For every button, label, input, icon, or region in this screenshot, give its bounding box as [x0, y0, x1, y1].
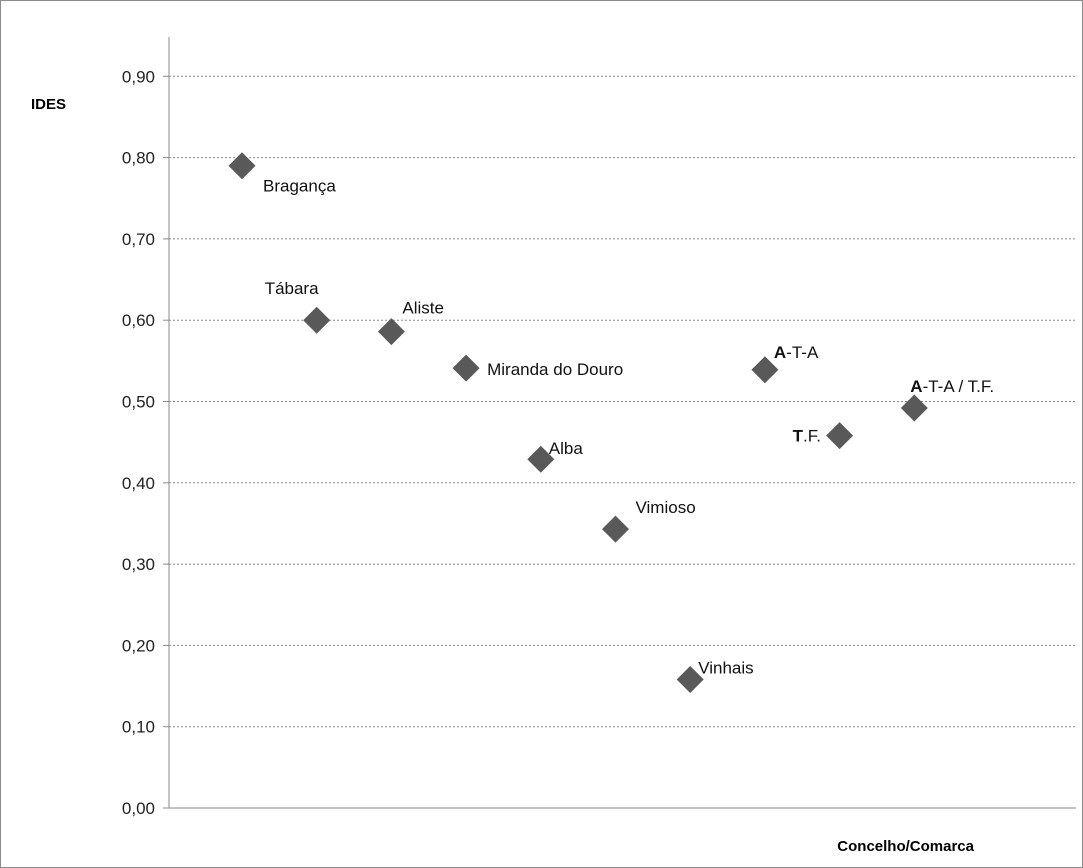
- y-tick-label: 0,80: [122, 149, 155, 168]
- data-point-label: A-T-A: [774, 343, 819, 362]
- data-point-label: Aliste: [402, 299, 444, 318]
- data-point-label: Vinhais: [698, 659, 753, 678]
- data-point-label: T.F.: [793, 427, 821, 446]
- y-tick-label: 0,60: [122, 311, 155, 330]
- x-axis-title: Concelho/Comarca: [837, 838, 974, 855]
- data-point-marker: [527, 445, 555, 473]
- data-point-label: Alba: [549, 439, 584, 458]
- y-tick-label: 0,90: [122, 67, 155, 86]
- data-point-marker: [452, 354, 480, 382]
- data-point-marker: [826, 422, 854, 450]
- y-tick-label: 0,30: [122, 555, 155, 574]
- data-point-label: Miranda do Douro: [487, 360, 623, 379]
- data-point-label: A-T-A / T.F.: [910, 377, 994, 396]
- data-point-label: Vimioso: [636, 498, 696, 517]
- data-point-label: Bragança: [263, 177, 336, 196]
- y-tick-label: 0,70: [122, 230, 155, 249]
- y-axis-title: IDES: [31, 96, 66, 113]
- data-point-label: Tábara: [265, 279, 319, 298]
- data-point-marker: [377, 318, 405, 346]
- y-tick-label: 0,50: [122, 393, 155, 412]
- data-point-marker: [751, 356, 779, 384]
- data-point-marker: [900, 394, 928, 422]
- data-point-marker: [676, 666, 704, 694]
- data-point-marker: [228, 152, 256, 180]
- y-tick-label: 0,40: [122, 474, 155, 493]
- y-tick-label: 0,00: [122, 799, 155, 818]
- data-point-marker: [602, 515, 629, 543]
- y-tick-label: 0,20: [122, 636, 155, 655]
- y-tick-label: 0,10: [122, 718, 155, 737]
- data-point-marker: [303, 306, 331, 334]
